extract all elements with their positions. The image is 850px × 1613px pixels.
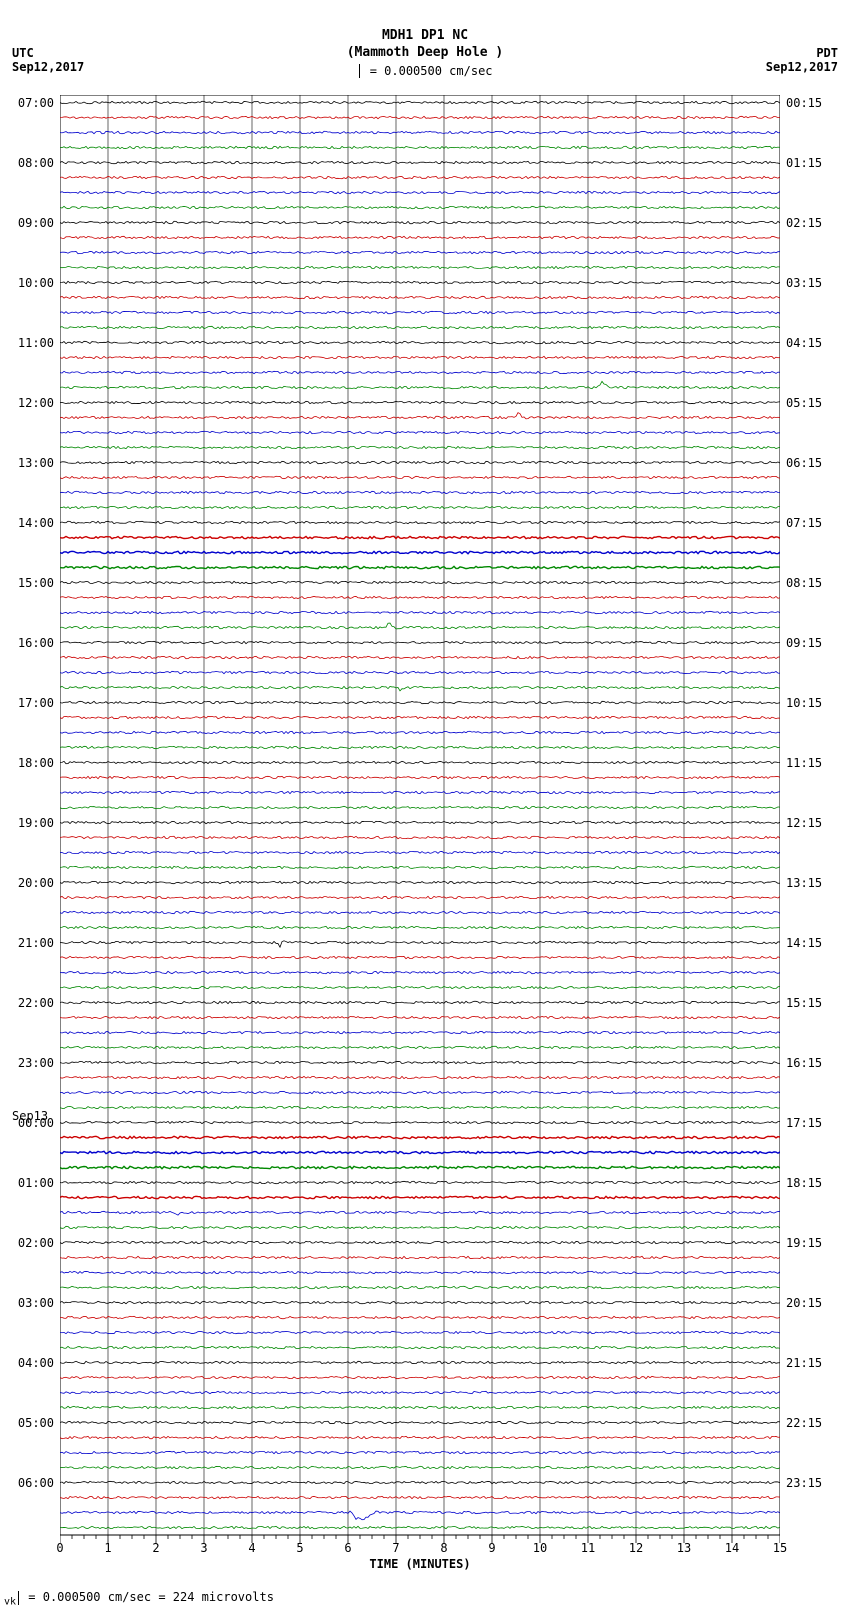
utc-hour-label: 21:00 [18,936,54,950]
pdt-hour-label: 10:15 [786,696,822,710]
x-tick-label: 0 [56,1541,63,1555]
utc-hour-label: 13:00 [18,456,54,470]
pdt-hour-label: 12:15 [786,816,822,830]
utc-hour-label: 10:00 [18,276,54,290]
pdt-hour-label: 14:15 [786,936,822,950]
pdt-hour-label: 13:15 [786,876,822,890]
pdt-hour-label: 02:15 [786,216,822,230]
pdt-hour-label: 17:15 [786,1116,822,1130]
utc-hour-label: 08:00 [18,156,54,170]
pdt-hour-label: 08:15 [786,576,822,590]
tz-left-label: UTC [12,46,84,60]
x-tick-label: 1 [104,1541,111,1555]
x-tick-label: 10 [533,1541,547,1555]
utc-hour-label: 19:00 [18,816,54,830]
pdt-hour-label: 11:15 [786,756,822,770]
midnight-date-label: Sep13 [12,1109,48,1123]
footer-scale: vk = 0.000500 cm/sec = 224 microvolts [0,1590,274,1607]
tz-right-block: PDT Sep12,2017 [766,46,838,74]
utc-hour-label: 12:00 [18,396,54,410]
pdt-hour-label: 22:15 [786,1416,822,1430]
pdt-hour-label: 00:15 [786,96,822,110]
x-tick-label: 9 [488,1541,495,1555]
pdt-hour-label: 04:15 [786,336,822,350]
header-scale: = 0.000500 cm/sec [0,64,850,80]
x-tick-label: 12 [629,1541,643,1555]
utc-hour-label: 22:00 [18,996,54,1010]
x-axis-ticks [60,1535,780,1557]
utc-hour-label: 09:00 [18,216,54,230]
utc-hour-label: 07:00 [18,96,54,110]
pdt-hour-label: 23:15 [786,1476,822,1490]
utc-hour-label: 05:00 [18,1416,54,1430]
pdt-hour-label: 19:15 [786,1236,822,1250]
utc-hour-label: 04:00 [18,1356,54,1370]
utc-hour-label: 11:00 [18,336,54,350]
x-tick-label: 2 [152,1541,159,1555]
utc-hour-label: 02:00 [18,1236,54,1250]
scale-bar-icon [18,1591,19,1605]
x-tick-label: 3 [200,1541,207,1555]
pdt-hour-label: 07:15 [786,516,822,530]
x-tick-label: 13 [677,1541,691,1555]
pdt-hour-label: 18:15 [786,1176,822,1190]
utc-hour-label: 14:00 [18,516,54,530]
x-axis-title: TIME (MINUTES) [60,1557,780,1571]
x-tick-label: 5 [296,1541,303,1555]
pdt-hour-label: 05:15 [786,396,822,410]
x-tick-label: 14 [725,1541,739,1555]
x-tick-label: 7 [392,1541,399,1555]
pdt-hour-label: 16:15 [786,1056,822,1070]
utc-hour-label: 16:00 [18,636,54,650]
station-id: MDH1 DP1 NC [0,28,850,45]
header: MDH1 DP1 NC (Mammoth Deep Hole ) = 0.000… [0,0,850,79]
x-tick-label: 6 [344,1541,351,1555]
x-tick-label: 11 [581,1541,595,1555]
seismogram-container: MDH1 DP1 NC (Mammoth Deep Hole ) = 0.000… [0,0,850,1613]
pdt-hour-label: 09:15 [786,636,822,650]
pdt-hour-labels: 00:15 01:15 02:15 03:15 04:15 05:15 06:15 07:15… [782,95,850,1535]
utc-hour-label: 18:00 [18,756,54,770]
utc-hour-label: 23:00 [18,1056,54,1070]
utc-hour-label: 01:00 [18,1176,54,1190]
pdt-hour-label: 06:15 [786,456,822,470]
utc-hour-labels: 07:00 08:00 09:00 10:00 11:00 12:00 13:00 14:00… [0,95,58,1535]
utc-hour-label: 20:00 [18,876,54,890]
plot-area [60,95,780,1535]
x-axis: TIME (MINUTES) 0123456789101112131415 [60,1535,780,1585]
x-tick-label: 8 [440,1541,447,1555]
pdt-hour-label: 21:15 [786,1356,822,1370]
x-tick-label: 15 [773,1541,787,1555]
station-name: (Mammoth Deep Hole ) [0,45,850,62]
utc-hour-label: 03:00 [18,1296,54,1310]
pdt-hour-label: 15:15 [786,996,822,1010]
date-left: Sep12,2017 [12,60,84,74]
pdt-hour-label: 20:15 [786,1296,822,1310]
x-tick-label: 4 [248,1541,255,1555]
pdt-hour-label: 03:15 [786,276,822,290]
utc-hour-label: 15:00 [18,576,54,590]
utc-hour-label: 06:00 [18,1476,54,1490]
date-right: Sep12,2017 [766,60,838,74]
tz-left-block: UTC Sep12,2017 [12,46,84,74]
seismogram-svg [60,95,780,1535]
tz-right-label: PDT [766,46,838,60]
pdt-hour-label: 01:15 [786,156,822,170]
scale-bar-icon [359,64,360,78]
utc-hour-label: 17:00 [18,696,54,710]
